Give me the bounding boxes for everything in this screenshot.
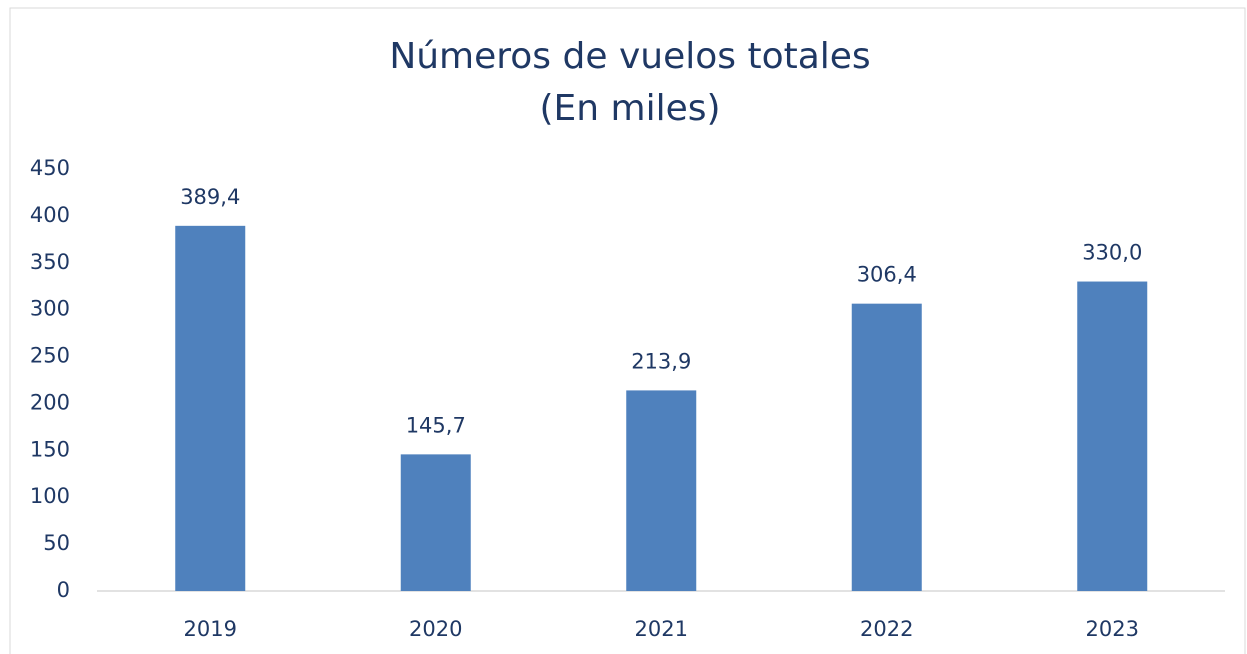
x-tick-label: 2023	[1086, 617, 1139, 641]
value-label: 389,4	[180, 185, 240, 209]
bar	[175, 225, 246, 591]
x-tick-label: 2019	[184, 617, 237, 641]
y-tick-label: 400	[30, 203, 70, 227]
y-tick-label: 350	[30, 250, 70, 274]
value-label: 306,4	[857, 263, 917, 287]
x-tick-label: 2021	[635, 617, 688, 641]
value-label: 330,0	[1082, 241, 1142, 265]
y-tick-label: 0	[57, 578, 70, 602]
value-label: 213,9	[631, 349, 691, 373]
y-tick-label: 150	[30, 437, 70, 461]
bar	[1077, 281, 1148, 591]
bar	[626, 390, 697, 591]
bar	[400, 454, 471, 591]
y-tick-label: 200	[30, 390, 70, 414]
chart-title: Números de vuelos totales	[389, 36, 870, 77]
y-tick-label: 100	[30, 484, 70, 508]
y-tick-label: 50	[43, 531, 70, 555]
y-tick-label: 250	[30, 344, 70, 368]
value-label: 145,7	[406, 413, 466, 437]
chart-subtitle: (En miles)	[539, 88, 720, 129]
chart-border	[9, 7, 1246, 654]
y-tick-label: 300	[30, 297, 70, 321]
y-tick-label: 450	[30, 156, 70, 180]
x-tick-label: 2022	[860, 617, 913, 641]
x-tick-label: 2020	[409, 617, 462, 641]
bar	[851, 303, 922, 591]
